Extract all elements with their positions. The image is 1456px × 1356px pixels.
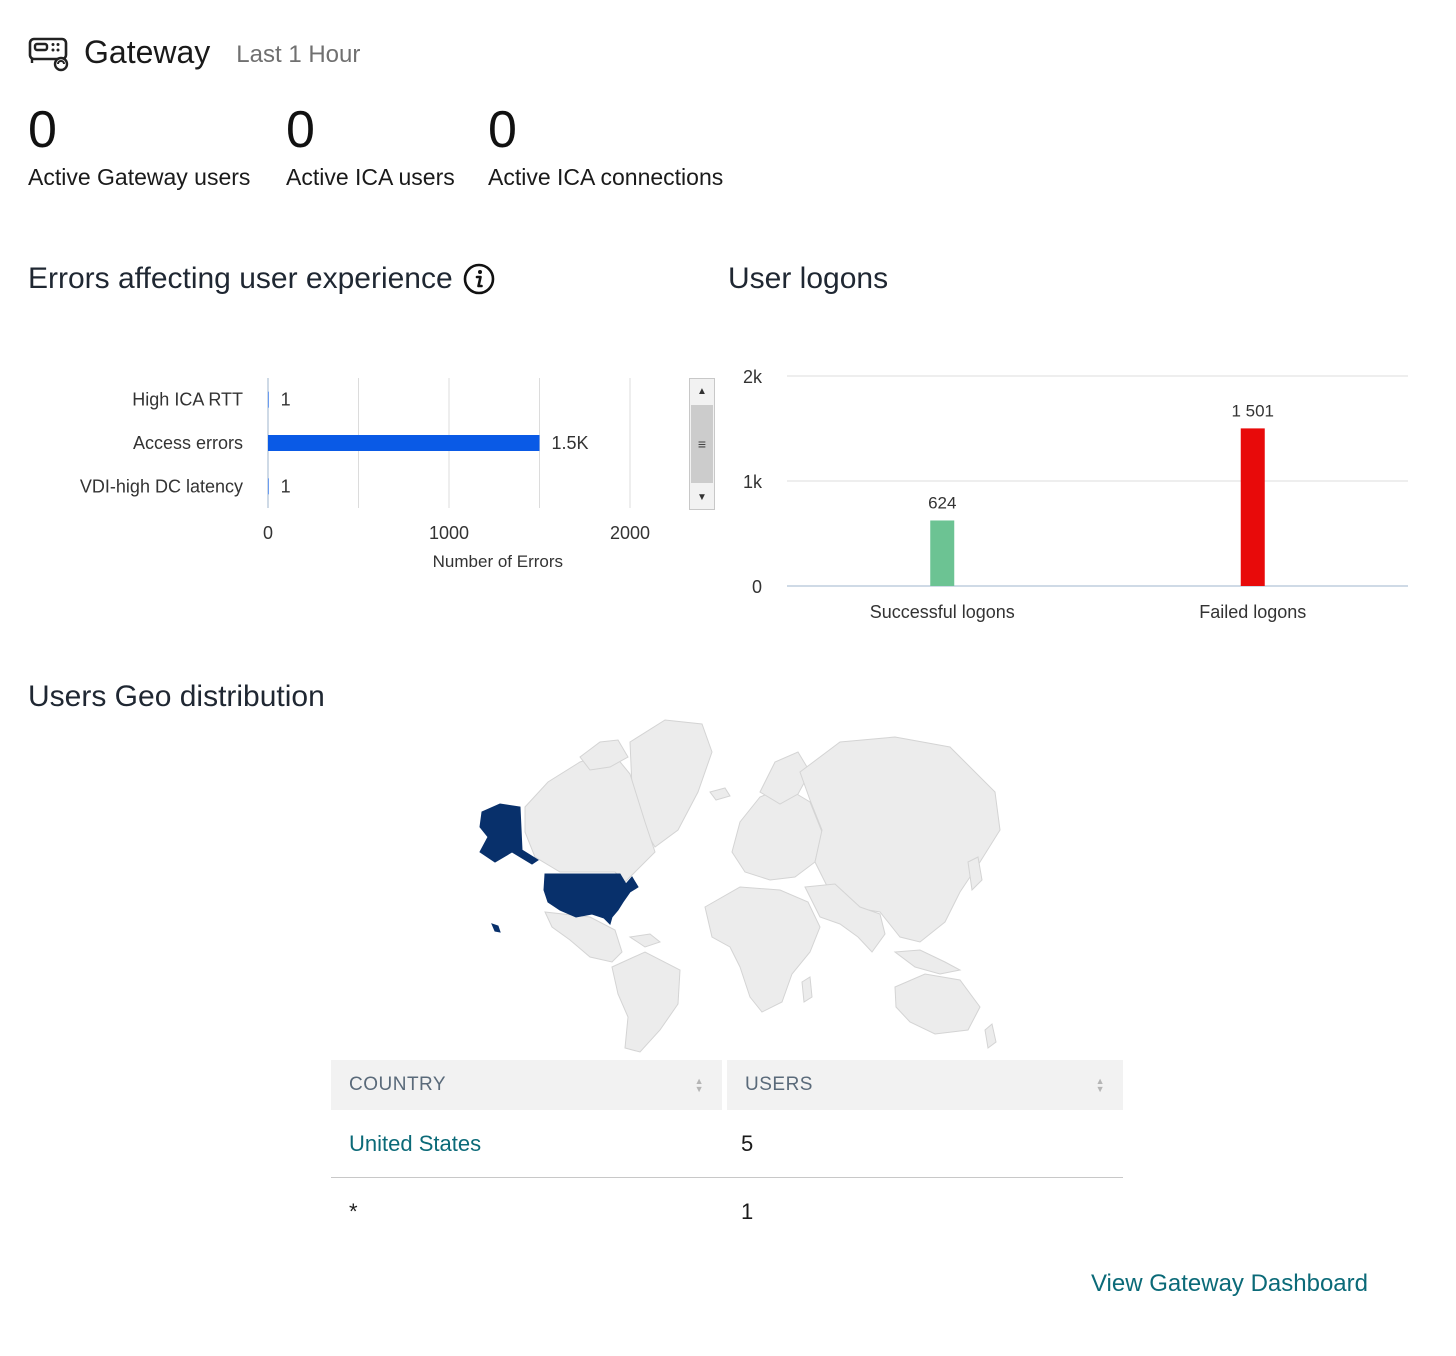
geo-table: COUNTRY ▲ ▼ USERS ▲ ▼ United States 5 * 1 [331, 1060, 1123, 1246]
stat-value: 0 [286, 101, 315, 159]
stat-value: 0 [488, 101, 517, 159]
map-australia [894, 973, 981, 1035]
errors-title-text: Errors affecting user experience [28, 262, 453, 295]
bar [268, 435, 540, 451]
column-header-label: COUNTRY [349, 1074, 447, 1095]
map-mexico [544, 911, 623, 963]
x-tick-label: 0 [263, 523, 273, 543]
map-south-america [611, 951, 681, 1053]
category-label: High ICA RTT [132, 390, 243, 410]
time-range-label: Last 1 Hour [236, 41, 361, 68]
view-gateway-dashboard-link[interactable]: View Gateway Dashboard [1090, 1270, 1368, 1297]
world-map [440, 712, 1020, 1058]
data-label: 1 501 [1231, 401, 1274, 420]
stat-active-gateway-users: 0 Active Gateway users [28, 100, 250, 191]
map-caribbean [628, 933, 662, 948]
page-title: Gateway [84, 33, 211, 70]
table-cell-country: * [349, 1199, 358, 1224]
errors-chart-scrollbar[interactable]: ▲ ≡ ▼ [689, 378, 715, 510]
errors-chart: 0 1000 2000 High ICA RTT 1 Access errors 1.5K V… [80, 378, 650, 571]
map-madagascar [801, 976, 813, 1003]
data-label: 1.5K [552, 433, 589, 453]
bar [268, 391, 269, 408]
data-label: 1 [281, 476, 291, 496]
x-axis-label: Number of Errors [433, 552, 563, 571]
table-cell-users: 5 [741, 1130, 754, 1156]
scroll-down-arrow-icon[interactable]: ▼ [697, 491, 707, 503]
logons-section-title: User logons [728, 262, 888, 296]
map-arctic-islands [579, 739, 629, 771]
y-tick-label: 0 [752, 577, 762, 597]
data-label: 624 [928, 493, 956, 512]
bar [268, 478, 269, 495]
errors-section-title: Errors affecting user experience [28, 262, 495, 296]
column-header-country[interactable]: COUNTRY ▲ ▼ [331, 1060, 722, 1110]
y-tick-label: 1k [743, 472, 763, 492]
map-asia [799, 736, 1001, 943]
sort-icon[interactable]: ▲ ▼ [694, 1076, 704, 1094]
bar [930, 520, 955, 586]
bar [1240, 428, 1265, 586]
category-label: Failed logons [1199, 602, 1306, 622]
map-hawaii [491, 923, 501, 933]
category-label: Access errors [133, 433, 243, 453]
table-cell-country: United States [331, 1131, 727, 1157]
scroll-up-arrow-icon[interactable]: ▲ [697, 385, 707, 397]
table-cell-users: 1 [741, 1199, 754, 1224]
stat-active-ica-connections: 0 Active ICA connections [488, 100, 723, 191]
table-row: * 1 [331, 1178, 1123, 1246]
category-label: Successful logons [870, 602, 1015, 622]
map-alaska [479, 803, 539, 865]
country-link[interactable]: United States [349, 1130, 482, 1156]
stat-label: Active Gateway users [28, 164, 251, 190]
map-africa [704, 886, 821, 1013]
map-japan [967, 856, 983, 892]
logons-chart: 0 1k 2k 624 Successful logons 1 501 Failed log… [743, 367, 1408, 622]
column-header-label: USERS [745, 1074, 813, 1095]
data-label: 1 [281, 390, 291, 410]
logons-title-text: User logons [728, 262, 889, 295]
stat-label: Active ICA connections [488, 164, 724, 190]
category-label: VDI-high DC latency [80, 476, 243, 496]
table-header-row: COUNTRY ▲ ▼ USERS ▲ ▼ [331, 1060, 1123, 1110]
x-tick-label: 2000 [610, 523, 650, 543]
map-united-states [543, 873, 639, 925]
stat-active-ica-users: 0 Active ICA users [286, 100, 455, 191]
geo-title-text: Users Geo distribution [28, 680, 325, 713]
table-row: United States 5 [331, 1110, 1123, 1178]
map-middle-east [804, 883, 886, 953]
map-iceland [709, 787, 731, 801]
world-map-svg [479, 719, 1001, 1053]
map-new-zealand [984, 1023, 997, 1049]
map-indonesia [893, 949, 962, 975]
page-header: Gateway Last 1 Hour [28, 30, 360, 74]
column-header-users[interactable]: USERS ▲ ▼ [727, 1060, 1123, 1110]
geo-section-title: Users Geo distribution [28, 680, 325, 714]
stat-value: 0 [28, 101, 57, 159]
gateway-icon [28, 37, 69, 72]
sort-icon[interactable]: ▲ ▼ [1095, 1076, 1105, 1094]
info-icon[interactable] [463, 263, 495, 295]
y-tick-label: 2k [743, 367, 763, 387]
x-tick-label: 1000 [429, 523, 469, 543]
scroll-thumb[interactable]: ≡ [691, 405, 713, 483]
stat-label: Active ICA users [286, 164, 455, 190]
